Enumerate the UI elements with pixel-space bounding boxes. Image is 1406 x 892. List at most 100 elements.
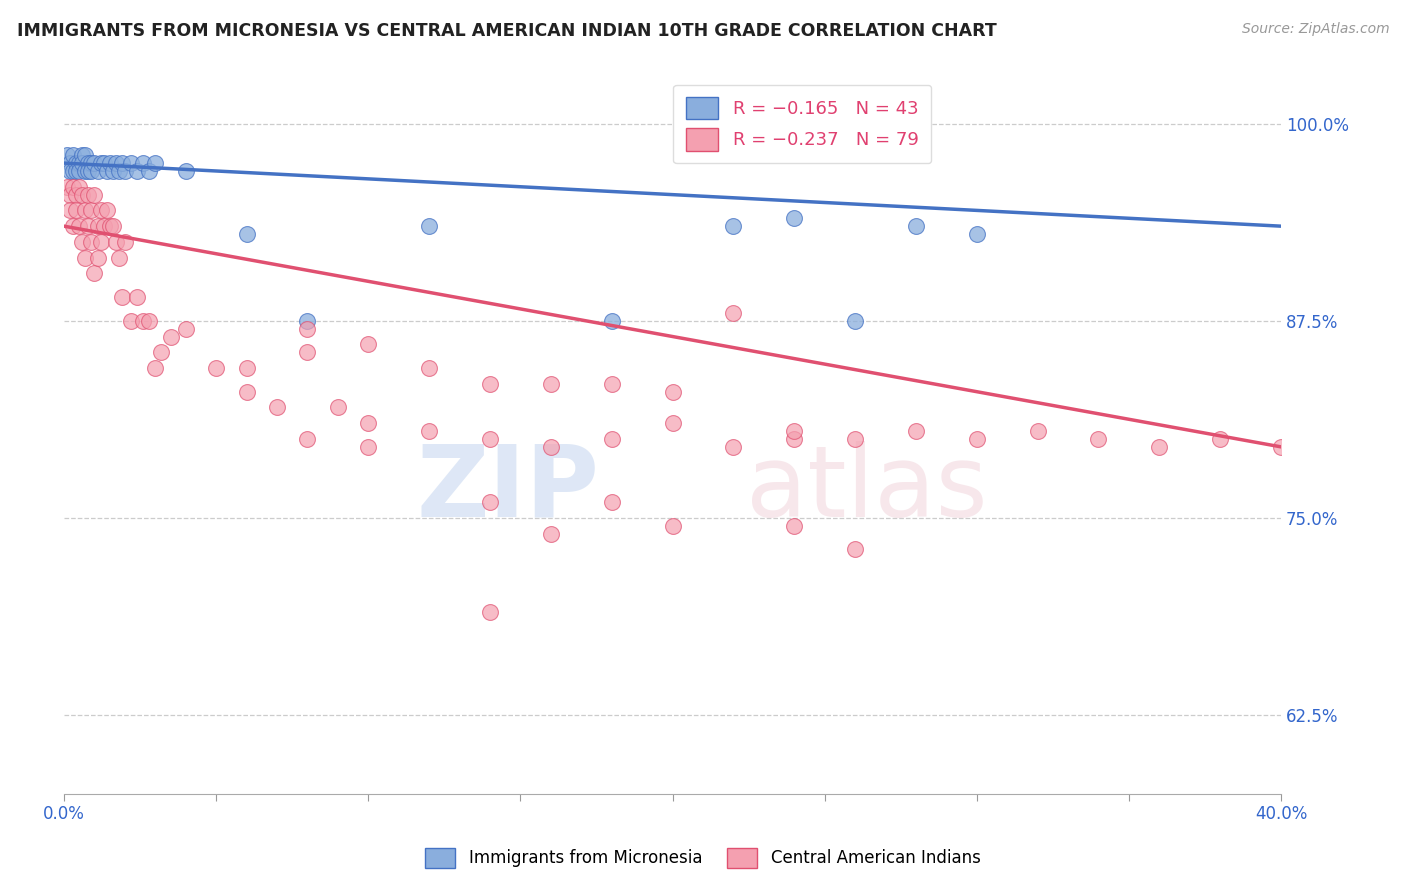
Point [120, 156, 142, 170]
Point [661, 518, 683, 533]
Point [357, 416, 380, 430]
Point [723, 306, 745, 320]
Point [723, 440, 745, 454]
Point [966, 432, 988, 446]
Point [478, 606, 501, 620]
Text: Source: ZipAtlas.com: Source: ZipAtlas.com [1241, 22, 1389, 37]
Point [138, 164, 160, 178]
Point [1209, 432, 1232, 446]
Point [75, 251, 97, 265]
Text: IMMIGRANTS FROM MICRONESIA VS CENTRAL AMERICAN INDIAN 10TH GRADE CORRELATION CHA: IMMIGRANTS FROM MICRONESIA VS CENTRAL AM… [17, 22, 997, 40]
Point [75, 203, 97, 218]
Point [104, 235, 127, 249]
Point [418, 424, 440, 438]
Point [83, 156, 105, 170]
Point [65, 156, 87, 170]
Point [266, 401, 288, 415]
Point [297, 321, 319, 335]
Point [478, 495, 501, 509]
Point [174, 164, 197, 178]
Point [661, 384, 683, 399]
Point [77, 219, 100, 234]
Point [418, 219, 440, 234]
Point [67, 219, 90, 234]
Point [132, 156, 155, 170]
Point [65, 187, 87, 202]
Point [205, 361, 228, 376]
Point [101, 219, 124, 234]
Point [174, 321, 197, 335]
Point [1149, 440, 1171, 454]
Point [65, 164, 87, 178]
Point [723, 219, 745, 234]
Point [114, 164, 136, 178]
Point [59, 164, 82, 178]
Point [72, 148, 94, 162]
Point [108, 251, 131, 265]
Point [114, 235, 136, 249]
Point [101, 164, 124, 178]
Point [904, 424, 927, 438]
Point [83, 267, 105, 281]
Point [80, 235, 103, 249]
Point [59, 156, 82, 170]
Point [297, 432, 319, 446]
Point [62, 179, 84, 194]
Point [297, 314, 319, 328]
Point [904, 219, 927, 234]
Point [125, 290, 148, 304]
Point [844, 432, 866, 446]
Point [65, 203, 87, 218]
Point [62, 164, 84, 178]
Point [1026, 424, 1049, 438]
Point [143, 156, 166, 170]
Point [783, 211, 806, 226]
Point [90, 235, 112, 249]
Point [661, 416, 683, 430]
Point [77, 156, 100, 170]
Legend: Immigrants from Micronesia, Central American Indians: Immigrants from Micronesia, Central Amer… [419, 841, 987, 875]
Point [108, 164, 131, 178]
Point [1270, 440, 1292, 454]
Point [56, 179, 79, 194]
Point [86, 164, 108, 178]
Legend: R = −0.165   N = 43, R = −0.237   N = 79: R = −0.165 N = 43, R = −0.237 N = 79 [673, 85, 931, 163]
Point [150, 345, 173, 359]
Point [72, 156, 94, 170]
Point [600, 314, 623, 328]
Point [86, 219, 108, 234]
Point [138, 314, 160, 328]
Point [143, 361, 166, 376]
Point [75, 164, 97, 178]
Point [326, 401, 349, 415]
Point [80, 164, 103, 178]
Point [1087, 432, 1109, 446]
Point [86, 251, 108, 265]
Point [418, 361, 440, 376]
Point [98, 219, 121, 234]
Point [478, 432, 501, 446]
Point [966, 227, 988, 241]
Point [56, 148, 79, 162]
Point [540, 376, 562, 391]
Point [90, 203, 112, 218]
Point [93, 156, 115, 170]
Point [235, 384, 257, 399]
Point [844, 314, 866, 328]
Point [72, 235, 94, 249]
Point [96, 203, 118, 218]
Point [80, 203, 103, 218]
Point [80, 156, 103, 170]
Point [235, 227, 257, 241]
Point [77, 164, 100, 178]
Point [600, 495, 623, 509]
Point [600, 376, 623, 391]
Point [540, 440, 562, 454]
Point [104, 156, 127, 170]
Point [125, 164, 148, 178]
Point [783, 432, 806, 446]
Text: ZIP: ZIP [416, 441, 599, 538]
Point [75, 148, 97, 162]
Point [72, 187, 94, 202]
Point [67, 156, 90, 170]
